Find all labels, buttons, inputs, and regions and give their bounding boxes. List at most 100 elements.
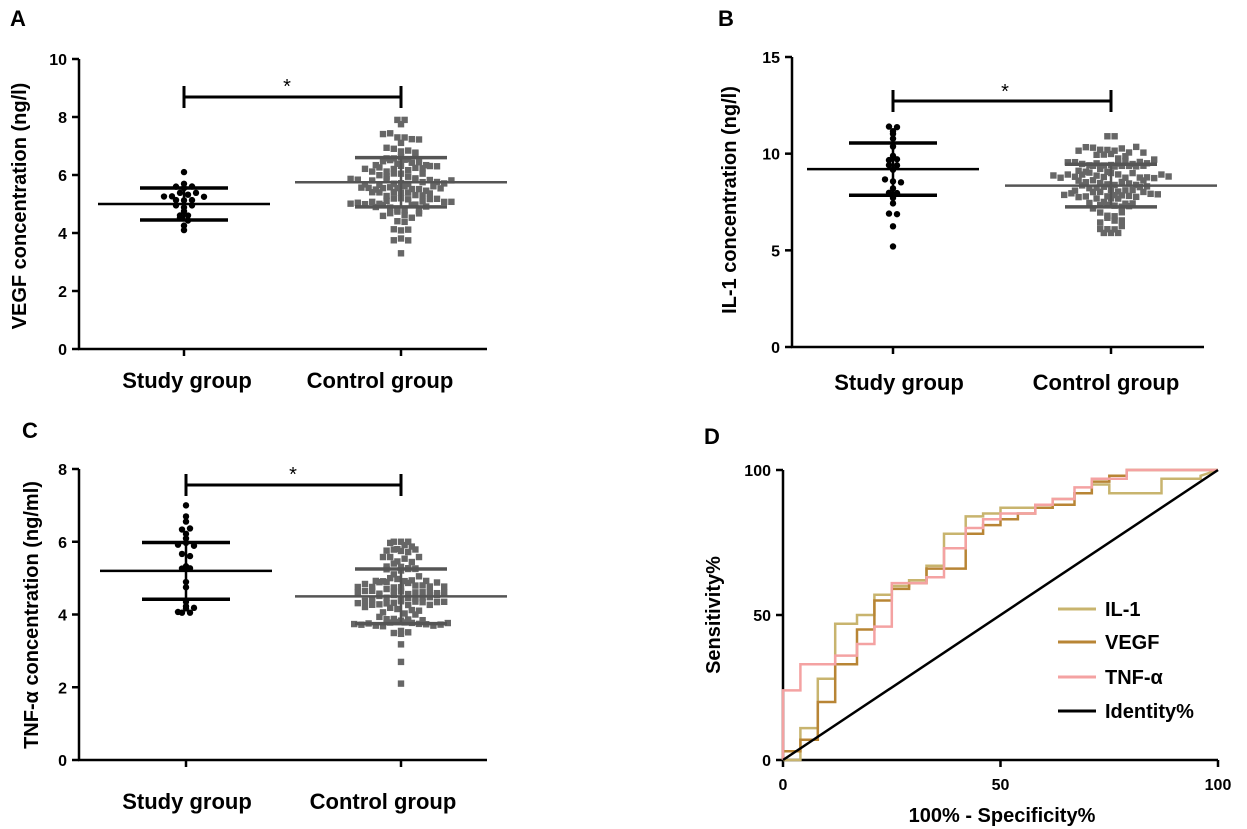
data-point: [441, 583, 448, 590]
y-tick-label: 0: [58, 753, 67, 770]
data-point: [1151, 156, 1158, 163]
data-point: [1104, 214, 1111, 222]
data-point: [372, 577, 379, 585]
data-point: [412, 589, 419, 596]
data-point: [419, 198, 426, 205]
panel-c-category-control: Control group: [310, 789, 457, 814]
data-point: [401, 207, 408, 214]
data-point: [394, 575, 401, 583]
panel-a-y-axis-label: VEGF concentration (ng/l): [9, 83, 31, 330]
data-point: [430, 622, 437, 629]
data-point: [430, 183, 437, 190]
data-point: [437, 185, 444, 192]
data-point: [419, 616, 426, 624]
panel-c-plot: 0 2 4 6 8: [58, 462, 507, 770]
data-point: [419, 582, 426, 589]
y-tick-label: 100: [744, 463, 771, 480]
data-point: [893, 210, 901, 218]
y-tick-label: 5: [771, 243, 780, 260]
data-point: [1093, 184, 1100, 191]
data-point: [182, 518, 190, 525]
data-point: [444, 619, 451, 627]
data-point: [1089, 144, 1097, 151]
data-point: [412, 150, 419, 157]
data-point: [1111, 226, 1118, 233]
data-point: [1071, 187, 1079, 194]
data-point: [426, 583, 433, 590]
data-point: [372, 161, 379, 169]
data-point: [354, 599, 361, 607]
data-point: [405, 226, 412, 233]
data-point: [397, 148, 405, 155]
data-point: [426, 162, 433, 170]
data-point: [354, 583, 361, 591]
panel-d-legend: IL-1 VEGF TNF-α Identity%: [1058, 599, 1194, 723]
data-point: [369, 601, 376, 608]
data-point: [361, 165, 369, 173]
data-point: [1075, 167, 1082, 174]
data-point: [1071, 158, 1079, 166]
data-point: [1129, 169, 1136, 177]
data-point: [383, 585, 390, 593]
data-point: [178, 609, 186, 616]
data-point: [383, 600, 390, 607]
data-point: [405, 590, 412, 598]
data-point: [1111, 191, 1118, 199]
panel-a-significance-star: *: [283, 76, 291, 98]
y-tick-label: 0: [762, 753, 771, 770]
data-point: [376, 613, 383, 621]
data-point: [1086, 199, 1093, 207]
data-point: [200, 193, 208, 200]
data-point: [1115, 171, 1122, 178]
data-point: [1154, 191, 1161, 198]
data-point: [394, 605, 401, 613]
data-point: [186, 609, 194, 616]
data-point: [1125, 192, 1133, 200]
data-point: [1082, 168, 1089, 175]
data-point: [1075, 177, 1082, 184]
data-point: [383, 175, 390, 182]
data-point: [1075, 193, 1082, 201]
roc-curve-il-1: [783, 468, 1219, 762]
data-point: [1115, 195, 1122, 202]
data-point: [397, 547, 405, 555]
data-point: [397, 235, 405, 242]
data-point: [408, 577, 415, 584]
data-point: [369, 177, 376, 184]
data-point: [1079, 171, 1086, 178]
data-point: [415, 159, 423, 166]
data-point: [379, 578, 387, 585]
y-tick-label: 0: [771, 340, 780, 357]
data-point: [361, 580, 369, 588]
data-point: [372, 186, 379, 193]
data-point: [405, 237, 412, 244]
data-point: [358, 184, 365, 191]
data-point: [1082, 179, 1089, 186]
data-point: [1118, 217, 1125, 224]
data-point: [1136, 158, 1143, 166]
data-point: [1115, 229, 1122, 237]
data-point: [401, 211, 408, 219]
data-point: [419, 170, 426, 177]
data-point: [1140, 149, 1147, 156]
data-point: [441, 198, 448, 206]
data-point: [379, 184, 387, 192]
panel-letter-d: D: [704, 424, 720, 449]
data-point: [433, 598, 441, 606]
data-point: [448, 177, 455, 184]
panel-c-category-study: Study group: [122, 789, 252, 814]
data-point: [1104, 193, 1111, 200]
data-point: [387, 184, 394, 191]
data-point: [188, 196, 196, 204]
data-point: [390, 195, 397, 202]
data-point: [412, 598, 419, 605]
data-point: [383, 547, 390, 554]
y-tick-label: 10: [49, 52, 67, 69]
data-point: [415, 573, 423, 580]
data-point: [415, 553, 423, 561]
data-point: [433, 163, 441, 170]
data-point: [369, 583, 376, 591]
data-point: [387, 539, 394, 547]
data-point: [361, 200, 369, 208]
